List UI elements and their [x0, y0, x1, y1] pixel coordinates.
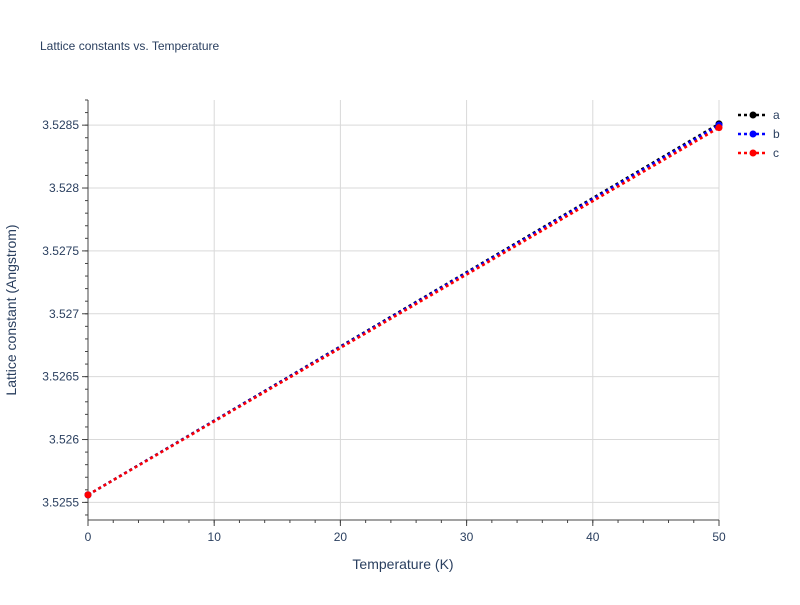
- x-axis-label: Temperature (K): [352, 556, 453, 572]
- data-point-c: [84, 491, 92, 499]
- x-tick-label: 10: [208, 530, 222, 544]
- y-tick-label: 3.5265: [42, 370, 79, 384]
- legend-marker-c: [749, 149, 757, 157]
- legend-label-b: b: [773, 127, 780, 141]
- y-tick-label: 3.527: [49, 307, 79, 321]
- y-tick-label: 3.526: [49, 433, 79, 447]
- y-tick-label: 3.5255: [42, 495, 79, 509]
- series-line-c: [87, 126, 720, 496]
- x-tick-label: 0: [85, 530, 92, 544]
- chart-title: Lattice constants vs. Temperature: [40, 39, 220, 53]
- legend-label-c: c: [773, 146, 779, 160]
- legend-marker-b: [749, 130, 757, 138]
- y-tick-label: 3.5285: [42, 118, 79, 132]
- x-tick-label: 40: [586, 530, 600, 544]
- data-point-c: [715, 124, 723, 132]
- x-tick-label: 20: [334, 530, 348, 544]
- x-tick-label: 50: [712, 530, 726, 544]
- y-tick-label: 3.528: [49, 181, 79, 195]
- legend-label-a: a: [773, 108, 780, 122]
- x-tick-label: 30: [460, 530, 474, 544]
- legend-marker-a: [749, 111, 757, 119]
- y-tick-label: 3.5275: [42, 244, 79, 258]
- y-axis-label: Lattice constant (Angstrom): [3, 224, 19, 395]
